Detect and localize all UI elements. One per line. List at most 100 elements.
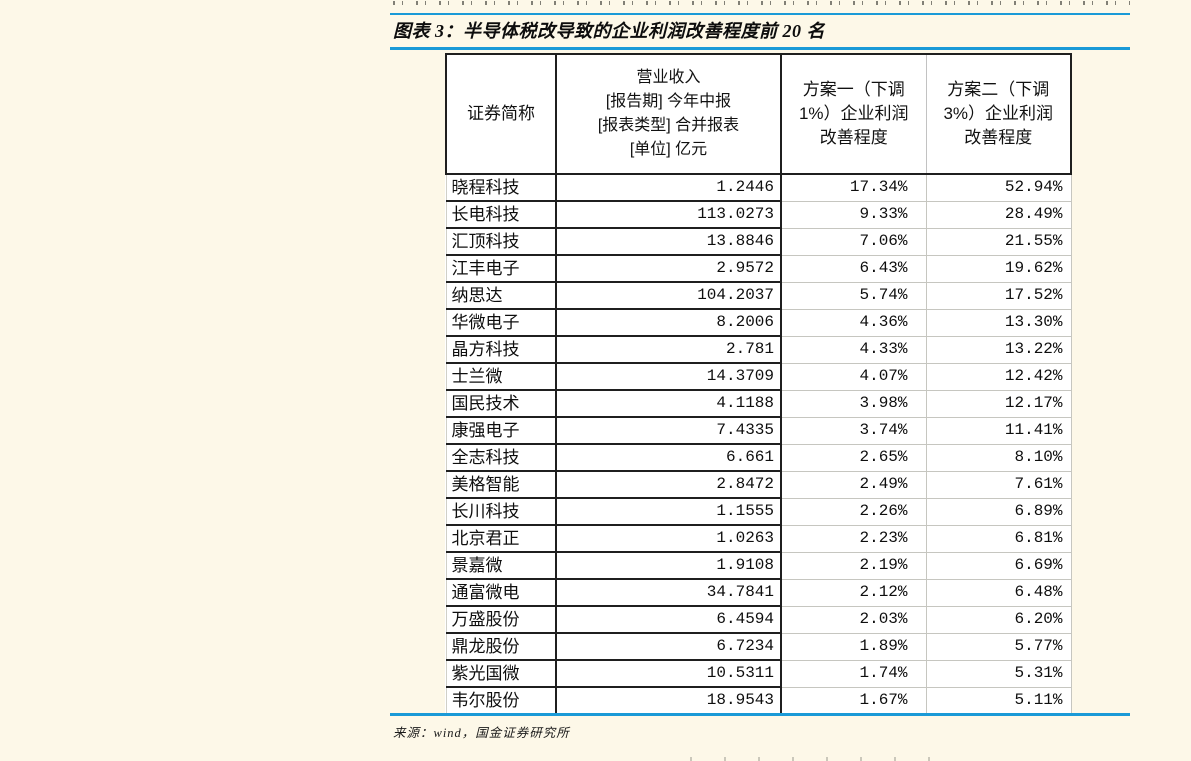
table-row: 全志科技 6.661 2.65% 8.10% — [445, 443, 1072, 472]
plan2-improvement-cell: 19.62% — [926, 254, 1072, 283]
table-body: 晓程科技 1.2446 17.34% 52.94% 长电科技 113.0273 9.33% 2… — [445, 173, 1072, 715]
company-name-cell: 国民技术 — [445, 389, 557, 418]
company-name-cell: 景嘉微 — [445, 551, 557, 580]
company-name-cell: 通富微电 — [445, 578, 557, 607]
plan2-improvement-cell: 12.42% — [926, 362, 1072, 391]
plan1-improvement-cell: 2.03% — [780, 605, 927, 634]
revenue-cell: 6.661 — [555, 443, 782, 472]
revenue-cell: 10.5311 — [555, 659, 782, 688]
revenue-cell: 6.4594 — [555, 605, 782, 634]
plan2-improvement-cell: 52.94% — [926, 173, 1072, 202]
table-row: 长川科技 1.1555 2.26% 6.89% — [445, 497, 1072, 526]
table-row: 康强电子 7.4335 3.74% 11.41% — [445, 416, 1072, 445]
revenue-cell: 2.781 — [555, 335, 782, 364]
column-header-ticker-name: 证券简称 — [445, 53, 557, 175]
plan1-improvement-cell: 2.65% — [780, 443, 927, 472]
plan1-improvement-cell: 2.12% — [780, 578, 927, 607]
table-row: 华微电子 8.2006 4.36% 13.30% — [445, 308, 1072, 337]
company-name-cell: 长川科技 — [445, 497, 557, 526]
company-name-cell: 紫光国微 — [445, 659, 557, 688]
plan2-improvement-cell: 5.31% — [926, 659, 1072, 688]
plan1-improvement-cell: 9.33% — [780, 200, 927, 229]
table-row: 汇顶科技 13.8846 7.06% 21.55% — [445, 227, 1072, 256]
plan1-improvement-cell: 3.74% — [780, 416, 927, 445]
plan2-improvement-cell: 6.89% — [926, 497, 1072, 526]
revenue-cell: 4.1188 — [555, 389, 782, 418]
figure-title: 图表 3：半导体税改导致的企业利润改善程度前 20 名 — [393, 21, 825, 41]
revenue-cell: 18.9543 — [555, 686, 782, 715]
company-name-cell: 华微电子 — [445, 308, 557, 337]
plan2-improvement-cell: 6.69% — [926, 551, 1072, 580]
company-name-cell: 纳思达 — [445, 281, 557, 310]
plan1-improvement-cell: 2.23% — [780, 524, 927, 553]
clipped-text-remnant-top — [393, 1, 1130, 5]
company-name-cell: 晓程科技 — [445, 173, 557, 202]
revenue-cell: 1.0263 — [555, 524, 782, 553]
plan2-improvement-cell: 6.48% — [926, 578, 1072, 607]
table-row: 国民技术 4.1188 3.98% 12.17% — [445, 389, 1072, 418]
plan1-improvement-cell: 1.89% — [780, 632, 927, 661]
plan2-improvement-cell: 6.20% — [926, 605, 1072, 634]
company-name-cell: 全志科技 — [445, 443, 557, 472]
plan1-improvement-cell: 7.06% — [780, 227, 927, 256]
company-name-cell: 士兰微 — [445, 362, 557, 391]
plan1-improvement-cell: 2.19% — [780, 551, 927, 580]
table-row: 鼎龙股份 6.7234 1.89% 5.77% — [445, 632, 1072, 661]
plan1-improvement-cell: 1.74% — [780, 659, 927, 688]
plan1-improvement-cell: 1.67% — [780, 686, 927, 715]
plan2-improvement-cell: 13.22% — [926, 335, 1072, 364]
revenue-cell: 1.9108 — [555, 551, 782, 580]
revenue-cell: 6.7234 — [555, 632, 782, 661]
revenue-cell: 34.7841 — [555, 578, 782, 607]
company-name-cell: 晶方科技 — [445, 335, 557, 364]
figure-bottom-rule — [390, 713, 1130, 716]
plan1-improvement-cell: 2.49% — [780, 470, 927, 499]
plan1-improvement-cell: 2.26% — [780, 497, 927, 526]
profit-improvement-table: 证券简称 营业收入 [报告期] 今年中报 [报表类型] 合并报表 [单位] 亿元… — [445, 53, 1072, 715]
figure-table-container: 证券简称 营业收入 [报告期] 今年中报 [报表类型] 合并报表 [单位] 亿元… — [445, 53, 1072, 715]
column-header-plan1: 方案一（下调 1%）企业利润 改善程度 — [780, 53, 927, 175]
revenue-cell: 2.8472 — [555, 470, 782, 499]
revenue-cell: 113.0273 — [555, 200, 782, 229]
table-row: 通富微电 34.7841 2.12% 6.48% — [445, 578, 1072, 607]
plan2-improvement-cell: 5.77% — [926, 632, 1072, 661]
company-name-cell: 汇顶科技 — [445, 227, 557, 256]
plan2-improvement-cell: 21.55% — [926, 227, 1072, 256]
plan2-improvement-cell: 12.17% — [926, 389, 1072, 418]
plan2-improvement-cell: 17.52% — [926, 281, 1072, 310]
company-name-cell: 万盛股份 — [445, 605, 557, 634]
column-header-revenue: 营业收入 [报告期] 今年中报 [报表类型] 合并报表 [单位] 亿元 — [555, 53, 782, 175]
revenue-cell: 14.3709 — [555, 362, 782, 391]
table-header-row: 证券简称 营业收入 [报告期] 今年中报 [报表类型] 合并报表 [单位] 亿元… — [445, 53, 1072, 175]
table-row: 晓程科技 1.2446 17.34% 52.94% — [445, 173, 1072, 202]
company-name-cell: 长电科技 — [445, 200, 557, 229]
plan1-improvement-cell: 4.33% — [780, 335, 927, 364]
plan1-improvement-cell: 4.36% — [780, 308, 927, 337]
clipped-text-remnant-bottom — [690, 757, 940, 761]
company-name-cell: 韦尔股份 — [445, 686, 557, 715]
plan1-improvement-cell: 5.74% — [780, 281, 927, 310]
plan1-improvement-cell: 17.34% — [780, 173, 927, 202]
table-row: 长电科技 113.0273 9.33% 28.49% — [445, 200, 1072, 229]
plan2-improvement-cell: 11.41% — [926, 416, 1072, 445]
table-row: 江丰电子 2.9572 6.43% 19.62% — [445, 254, 1072, 283]
revenue-cell: 7.4335 — [555, 416, 782, 445]
table-header: 证券简称 营业收入 [报告期] 今年中报 [报表类型] 合并报表 [单位] 亿元… — [445, 53, 1072, 175]
plan2-improvement-cell: 5.11% — [926, 686, 1072, 715]
revenue-cell: 104.2037 — [555, 281, 782, 310]
plan1-improvement-cell: 4.07% — [780, 362, 927, 391]
plan1-improvement-cell: 3.98% — [780, 389, 927, 418]
revenue-cell: 1.2446 — [555, 173, 782, 202]
plan2-improvement-cell: 13.30% — [926, 308, 1072, 337]
company-name-cell: 北京君正 — [445, 524, 557, 553]
revenue-cell: 8.2006 — [555, 308, 782, 337]
plan2-improvement-cell: 6.81% — [926, 524, 1072, 553]
company-name-cell: 江丰电子 — [445, 254, 557, 283]
plan2-improvement-cell: 28.49% — [926, 200, 1072, 229]
table-row: 景嘉微 1.9108 2.19% 6.69% — [445, 551, 1072, 580]
revenue-cell: 13.8846 — [555, 227, 782, 256]
figure-source: 来源：wind，国金证券研究所 — [393, 726, 570, 740]
column-header-plan2: 方案二（下调 3%）企业利润 改善程度 — [925, 53, 1072, 175]
table-row: 纳思达 104.2037 5.74% 17.52% — [445, 281, 1072, 310]
